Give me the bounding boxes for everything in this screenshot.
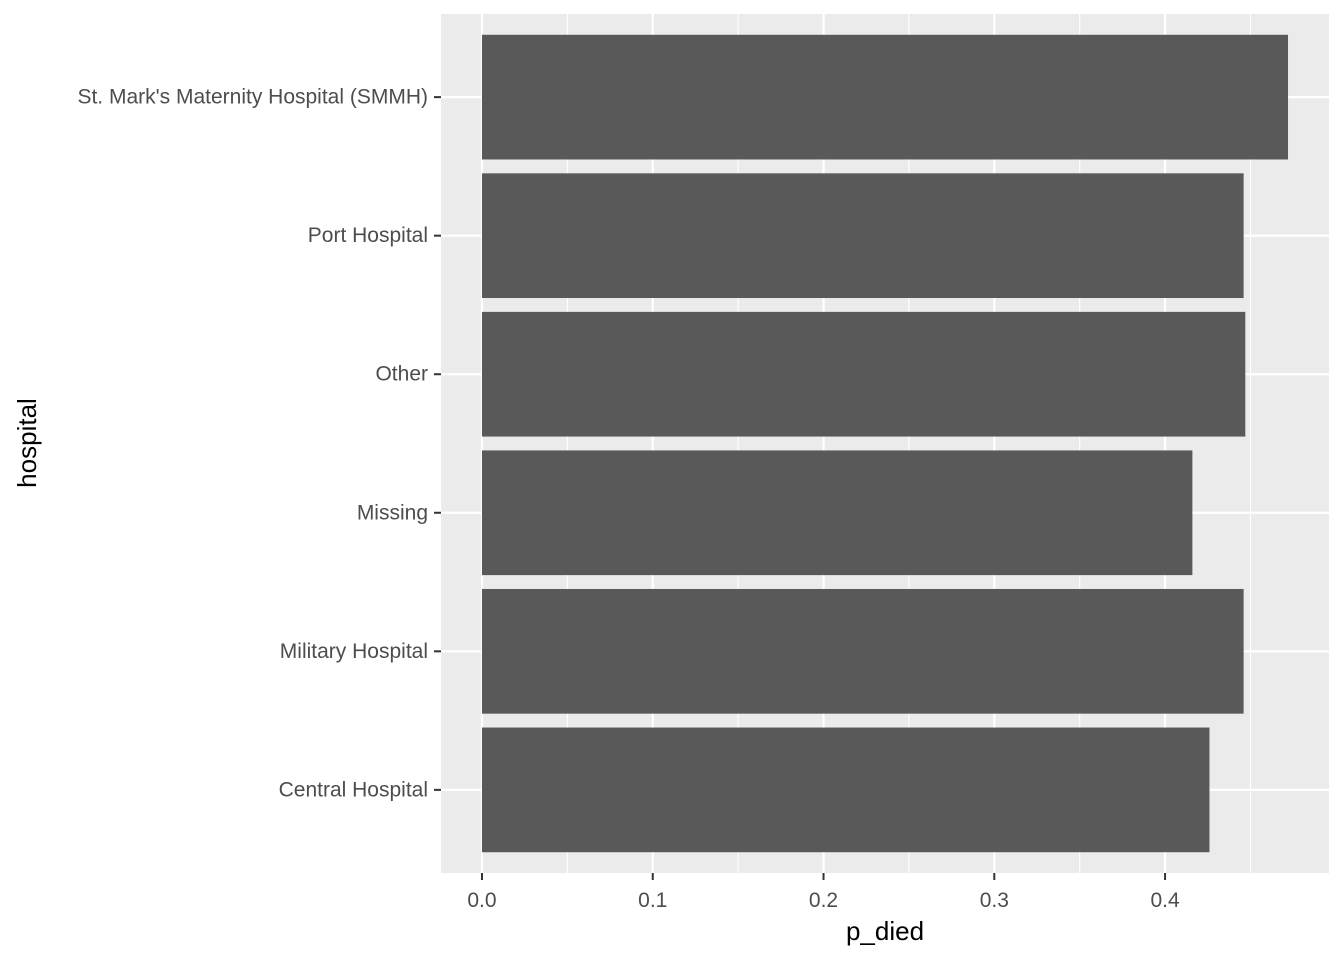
y-tick-label: Central Hospital [279,778,428,801]
y-tick-label: Port Hospital [308,224,428,247]
x-tick-label: 0.4 [1150,889,1180,912]
bar [481,450,1193,576]
x-axis-title: p_died [846,916,924,946]
x-tick-label: 0.2 [809,889,838,912]
y-axis: St. Mark's Maternity Hospital (SMMH) Port… [77,86,441,801]
x-tick-label: 0.3 [980,889,1009,912]
y-tick-label: Missing [357,501,428,524]
y-tick-label: St. Mark's Maternity Hospital (SMMH) [77,86,428,109]
y-tick-label: Military Hospital [280,640,428,663]
x-tick-label: 0.1 [638,889,667,912]
bars [481,34,1289,853]
y-axis-title: hospital [12,398,42,488]
bar [481,173,1244,299]
x-axis: 0.0 0.1 0.2 0.3 0.4 [467,873,1180,912]
bar [481,311,1246,437]
bar [481,34,1289,160]
x-tick-label: 0.0 [467,889,496,912]
bar [481,727,1210,853]
y-tick-label: Other [375,363,428,386]
bar [481,588,1244,714]
